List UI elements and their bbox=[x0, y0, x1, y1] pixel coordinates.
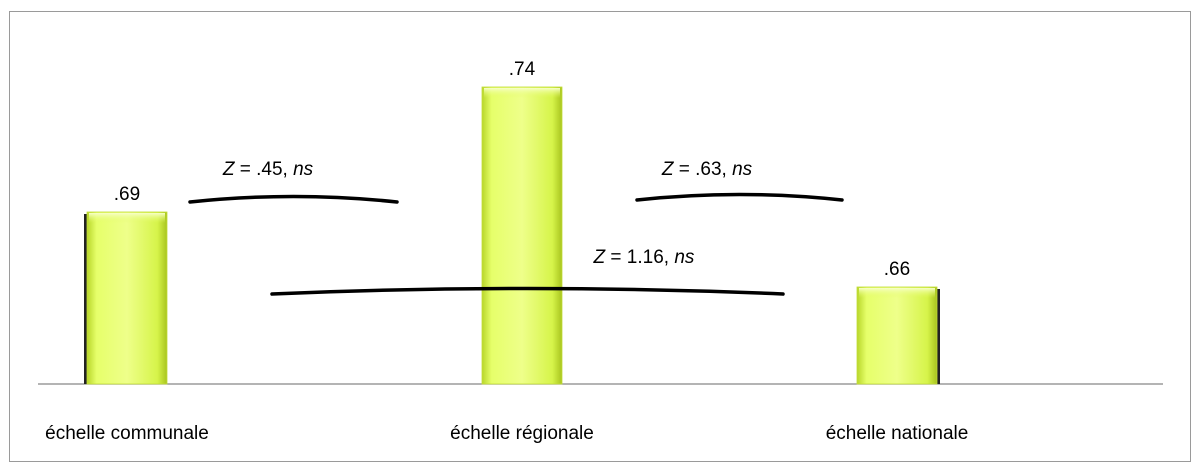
bar-shadow bbox=[84, 214, 87, 384]
bar-value-label: .66 bbox=[884, 259, 910, 280]
z-test-annotation: Z = 1.16, ns bbox=[593, 247, 695, 268]
bar-highlight bbox=[89, 213, 165, 223]
bar-group bbox=[84, 211, 168, 385]
significance-bracket bbox=[188, 194, 399, 204]
chart-frame: .69 échelle communale .74 échelle régionale… bbox=[9, 11, 1191, 462]
bar bbox=[481, 86, 563, 385]
bars-layer bbox=[38, 86, 1163, 385]
category-label: échelle régionale bbox=[450, 423, 594, 444]
z-test-annotation: Z = .45, ns bbox=[222, 159, 314, 180]
bar-value-label: .74 bbox=[509, 59, 536, 80]
bar bbox=[856, 286, 938, 385]
bar-value-label: .69 bbox=[114, 184, 140, 205]
bar-highlight bbox=[484, 88, 560, 98]
significance-bracket bbox=[635, 192, 844, 202]
significance-bracket bbox=[270, 286, 785, 296]
bar-chart: .69 échelle communale .74 échelle régionale… bbox=[38, 59, 1163, 444]
z-test-annotation: Z = .63, ns bbox=[661, 159, 753, 180]
labels-layer: .69 échelle communale .74 échelle régionale… bbox=[45, 59, 968, 444]
bar-shadow bbox=[937, 289, 940, 384]
category-label: échelle nationale bbox=[826, 423, 969, 444]
bar-group bbox=[481, 86, 563, 385]
category-label: échelle communale bbox=[45, 423, 209, 444]
bar-group bbox=[856, 286, 940, 385]
bar-highlight bbox=[859, 288, 935, 298]
bar bbox=[86, 211, 168, 385]
brackets-layer bbox=[188, 192, 844, 296]
